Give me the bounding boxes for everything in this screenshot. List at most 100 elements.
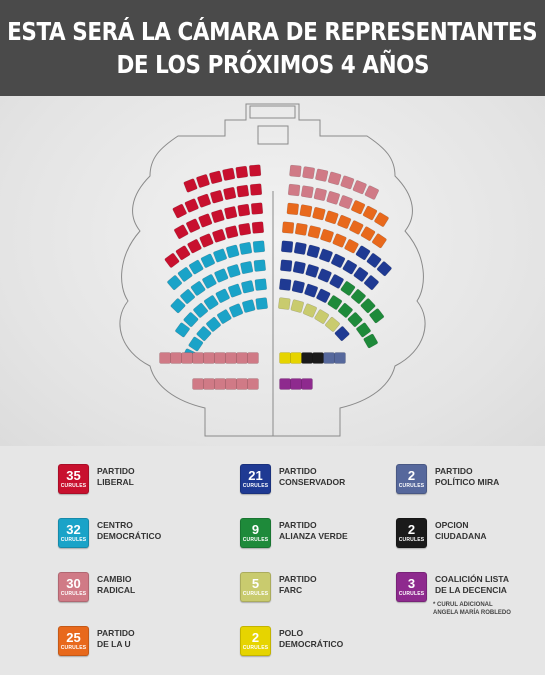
seat-conservador: [334, 326, 350, 341]
seat-centro-democratico: [228, 283, 242, 298]
seat-unit: CURULES: [60, 537, 87, 543]
seat-partido-de-la-u: [299, 204, 313, 218]
party-name-line-1: PARTIDO: [279, 466, 317, 476]
seat-conservador: [293, 241, 307, 255]
seat-badge: 2 CURULES: [240, 626, 271, 656]
seat-conservador: [291, 280, 305, 294]
seat-liberal: [224, 206, 238, 220]
title-line-1: ESTA SERÁ LA CÁMARA DE REPRESENTANTES: [7, 17, 538, 46]
seat-liberal: [187, 239, 202, 254]
party-name: OPCION CIUDADANA: [435, 518, 525, 542]
party-name: PARTIDO CONSERVADOR: [279, 464, 369, 488]
party-name-line-2: FARC: [279, 585, 303, 595]
seat-cambio-radical: [340, 175, 355, 190]
seat-centro-democratico: [190, 281, 206, 296]
seat-unit: CURULES: [60, 591, 87, 597]
seat-unit: CURULES: [242, 483, 269, 489]
seat-coalicion-decencia: [279, 378, 291, 390]
seat-alianza-verde: [360, 298, 376, 314]
legend-item-polo-democratico: 2 CURULES POLO DEMOCRÁTICO: [240, 626, 369, 656]
party-name-line-2: POLÍTICO MIRA: [435, 477, 500, 487]
additional-seat-note: * CURUL ADICIONAL ANGELA MARÍA ROBLEDO: [433, 601, 511, 617]
seat-partido-de-la-u: [337, 214, 352, 229]
seat-unit: CURULES: [242, 645, 269, 651]
seat-conservador: [280, 259, 293, 272]
legend-item-cambio-radical: 30 CURULES CAMBIO RADICAL: [58, 572, 187, 602]
legend-item-coalicion-decencia: 3 CURULES COALICIÓN LISTA DE LA DECENCIA: [396, 572, 525, 602]
seat-centro-democratico: [255, 297, 268, 310]
seat-partido-de-la-u: [294, 222, 308, 236]
legend-item-partido-de-la-u: 25 CURULES PARTIDO DE LA U: [58, 626, 187, 656]
seat-partido-de-la-u: [286, 202, 299, 216]
seat-liberal: [196, 174, 210, 188]
seat-opcion-ciudadana: [312, 352, 324, 364]
seat-centro-democratico: [214, 268, 229, 283]
seat-badge: 5 CURULES: [240, 572, 271, 602]
seat-conservador: [376, 261, 392, 277]
seat-cambio-radical: [225, 352, 237, 364]
seat-cambio-radical: [364, 185, 379, 200]
seat-centro-democratico: [242, 299, 256, 313]
seat-liberal: [222, 167, 236, 181]
seat-cambio-radical: [289, 164, 302, 178]
legend-item-mira: 2 CURULES PARTIDO POLÍTICO MIRA: [396, 464, 525, 494]
seat-centro-democratico: [206, 317, 221, 332]
seat-liberal: [236, 184, 250, 198]
seat-partido-de-la-u: [324, 210, 339, 225]
party-name-line-2: CIUDADANA: [435, 531, 487, 541]
seat-cambio-radical: [214, 378, 226, 390]
party-name: PARTIDO LIBERAL: [97, 464, 187, 488]
seat-cambio-radical: [352, 180, 367, 195]
seat-cambio-radical: [192, 352, 204, 364]
seat-alianza-verde: [356, 322, 371, 338]
seat-centro-democratico: [227, 264, 241, 278]
seat-centro-democratico: [203, 295, 219, 310]
seat-centro-democratico: [202, 274, 217, 289]
seat-liberal: [250, 202, 264, 215]
seat-farc: [290, 299, 304, 313]
seat-coalicion-decencia: [290, 378, 302, 390]
seat-count: 2: [407, 468, 416, 483]
seat-conservador: [355, 245, 371, 261]
seat-cambio-radical: [159, 352, 171, 364]
seat-mira: [334, 352, 346, 364]
seat-cambio-radical: [181, 352, 193, 364]
seat-unit: CURULES: [398, 537, 425, 543]
seat-badge: 2 CURULES: [396, 518, 427, 548]
seat-liberal: [211, 209, 225, 223]
seat-alianza-verde: [327, 295, 343, 310]
seat-centro-democratico: [240, 261, 254, 275]
legend-item-liberal: 35 CURULES PARTIDO LIBERAL: [58, 464, 187, 494]
party-name-line-1: PARTIDO: [435, 466, 473, 476]
seat-cambio-radical: [236, 352, 248, 364]
seat-count: 2: [251, 630, 260, 645]
seat-centro-democratico: [229, 303, 244, 318]
seat-partido-de-la-u: [312, 206, 326, 221]
seat-count: 21: [248, 468, 263, 483]
party-name-line-2: DE LA U: [97, 639, 131, 649]
seat-cambio-radical: [338, 195, 353, 210]
seat-cambio-radical: [225, 378, 237, 390]
seat-liberal: [249, 164, 262, 177]
presidium-desk: [257, 125, 289, 145]
seat-conservador: [329, 274, 344, 289]
seat-farc: [325, 317, 340, 332]
seat-count: 30: [66, 576, 81, 591]
seat-count: 3: [407, 576, 416, 591]
seat-conservador: [331, 253, 346, 268]
party-name-line-1: PARTIDO: [279, 574, 317, 584]
seat-liberal: [172, 203, 187, 219]
seat-cambio-radical: [203, 352, 215, 364]
seat-cambio-radical: [287, 183, 301, 197]
seat-cambio-radical: [326, 191, 340, 205]
seat-cambio-radical: [192, 378, 204, 390]
note-line-2: ANGELA MARÍA ROBLEDO: [433, 610, 511, 616]
seat-liberal: [199, 233, 214, 248]
seat-cambio-radical: [236, 378, 248, 390]
party-name: PARTIDO ALIANZA VERDE: [279, 518, 369, 542]
seat-badge: 35 CURULES: [58, 464, 89, 494]
seat-alianza-verde: [351, 289, 366, 304]
chamber-wall: [119, 103, 426, 437]
seat-cambio-radical: [300, 185, 314, 199]
seat-unit: CURULES: [398, 591, 425, 597]
